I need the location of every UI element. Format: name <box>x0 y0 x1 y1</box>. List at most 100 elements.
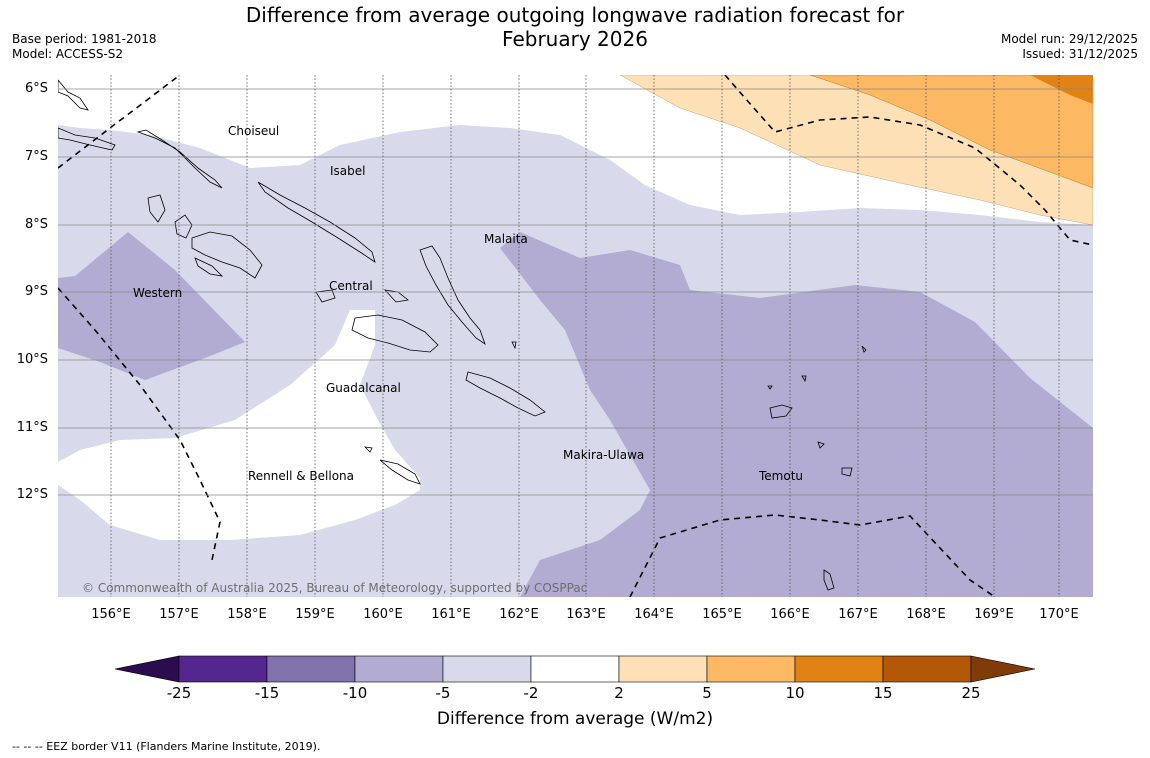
meta-right: Model run: 29/12/2025 Issued: 31/12/2025 <box>1001 32 1138 62</box>
region-label-guadalcanal: Guadalcanal <box>326 381 401 395</box>
meta-left: Base period: 1981-2018 Model: ACCESS-S2 <box>12 32 157 62</box>
lat-label-10s: 10°S <box>16 352 48 367</box>
island-russell <box>315 289 336 303</box>
region-label-choiseul: Choiseul <box>228 124 279 138</box>
colorbar-extend-low <box>114 655 180 683</box>
meridians <box>110 75 1060 597</box>
region-label-temotu: Temotu <box>758 469 803 483</box>
colorbar-bin-4 <box>442 655 532 683</box>
field-plus-5-to-10 <box>809 75 1093 189</box>
colorbar-bin-8 <box>794 655 884 683</box>
colorbar-tick: 15 <box>873 684 893 702</box>
region-label-rennell-bellona: Rennell & Bellona <box>248 469 354 483</box>
island-duff <box>801 375 807 383</box>
eez-borders <box>58 75 1093 597</box>
lon-label-167e: 167°E <box>838 607 878 622</box>
island-kolombangara <box>174 214 193 239</box>
region-label-makira-ulawa: Makira-Ulawa <box>563 448 644 462</box>
lon-label-159e: 159°E <box>295 607 335 622</box>
region-label-malaita: Malaita <box>484 232 528 246</box>
eez-south-west <box>58 287 221 561</box>
title-line-1: Difference from average outgoing longwav… <box>245 3 905 27</box>
island-santa-cruz <box>769 404 793 419</box>
lon-label-158e: 158°E <box>227 607 267 622</box>
colorbar-bin-7 <box>706 655 796 683</box>
region-label-isabel: Isabel <box>330 164 365 178</box>
island-makira <box>465 371 546 417</box>
lon-label-160e: 160°E <box>363 607 403 622</box>
colorbar <box>114 655 1036 683</box>
issued-date: Issued: 31/12/2025 <box>1022 47 1138 61</box>
island-vella-lavella <box>147 194 166 223</box>
region-label-western: Western <box>133 286 182 300</box>
colorbar-bin-6 <box>618 655 708 683</box>
anomaly-fields: Choiseul Isabel Malaita Western Central … <box>58 75 1093 597</box>
eez-legend-note: -- -- -- EEZ border V11 (Flanders Marine… <box>12 740 321 753</box>
lon-label-166e: 166°E <box>770 607 810 622</box>
island-santa-isabel <box>257 181 376 263</box>
island-bougainville-north <box>58 79 89 111</box>
colorbar-tick: -2 <box>523 684 539 702</box>
island-rennell <box>379 459 421 485</box>
island-florida <box>383 289 409 303</box>
lon-label-162e: 162°E <box>499 607 539 622</box>
lon-label-168e: 168°E <box>906 607 946 622</box>
island-rendova <box>194 257 224 277</box>
island-tinakula <box>817 441 825 449</box>
field-plus-10-to-15 <box>1030 75 1093 104</box>
field-minus-10-to-minus-5-west <box>58 232 245 380</box>
colorbar-bin-2 <box>266 655 356 683</box>
colorbar-tick: 25 <box>961 684 981 702</box>
eez-north-east <box>724 75 1093 246</box>
base-period: Base period: 1981-2018 <box>12 32 157 46</box>
lat-label-11s: 11°S <box>16 420 48 435</box>
colorbar-bin-5 <box>530 655 620 683</box>
colorbar-tick: 5 <box>702 684 712 702</box>
colorbar-label: Difference from average (W/m2) <box>436 709 714 729</box>
colorbar-bin-1 <box>178 655 268 683</box>
lat-label-12s: 12°S <box>16 487 48 502</box>
colorbar-tick: 2 <box>614 684 624 702</box>
colorbar-bin-9 <box>882 655 972 683</box>
model-run: Model run: 29/12/2025 <box>1000 32 1138 46</box>
island-choiseul <box>136 129 223 189</box>
model-name: Model: ACCESS-S2 <box>12 47 124 61</box>
coastlines <box>58 79 867 591</box>
lon-label-163e: 163°E <box>566 607 606 622</box>
colorbar-tick: 10 <box>785 684 805 702</box>
lon-label-165e: 165°E <box>702 607 742 622</box>
lon-label-170e: 170°E <box>1039 607 1079 622</box>
island-small-temotu <box>767 385 773 390</box>
lon-label-157e: 157°E <box>159 607 199 622</box>
island-reef-islands <box>861 345 867 353</box>
colorbar-bin-3 <box>354 655 444 683</box>
island-utupua <box>841 467 853 477</box>
island-anuta <box>823 569 835 591</box>
copyright-notice: © Commonwealth of Australia 2025, Bureau… <box>82 581 587 595</box>
lon-label-164e: 164°E <box>634 607 674 622</box>
colorbar-extend-high <box>970 655 1036 683</box>
lon-label-161e: 161°E <box>431 607 471 622</box>
island-malaita <box>419 245 486 346</box>
region-labels: Choiseul Isabel Malaita Western Central … <box>133 124 803 483</box>
lat-label-9s: 9°S <box>24 284 48 299</box>
parallels <box>58 88 1093 496</box>
field-neutral-south <box>58 310 420 540</box>
island-bellona <box>363 446 373 453</box>
region-label-central: Central <box>329 279 373 293</box>
colorbar-tick: -5 <box>435 684 451 702</box>
eez-south-east <box>629 514 996 597</box>
field-minus-10-to-minus-5-east <box>500 232 1093 597</box>
island-bougainville-coast <box>58 127 116 151</box>
lat-label-6s: 6°S <box>24 81 48 96</box>
lon-label-156e: 156°E <box>91 607 131 622</box>
eez-north-west <box>58 75 181 169</box>
lat-label-8s: 8°S <box>24 217 48 232</box>
lat-label-7s: 7°S <box>24 149 48 164</box>
island-new-georgia <box>191 231 263 279</box>
colorbar-tick: -25 <box>166 684 192 702</box>
chart-title: Difference from average outgoing longwav… <box>0 3 1150 51</box>
island-ulawa <box>511 341 517 350</box>
title-line-2: February 2026 <box>502 27 648 51</box>
